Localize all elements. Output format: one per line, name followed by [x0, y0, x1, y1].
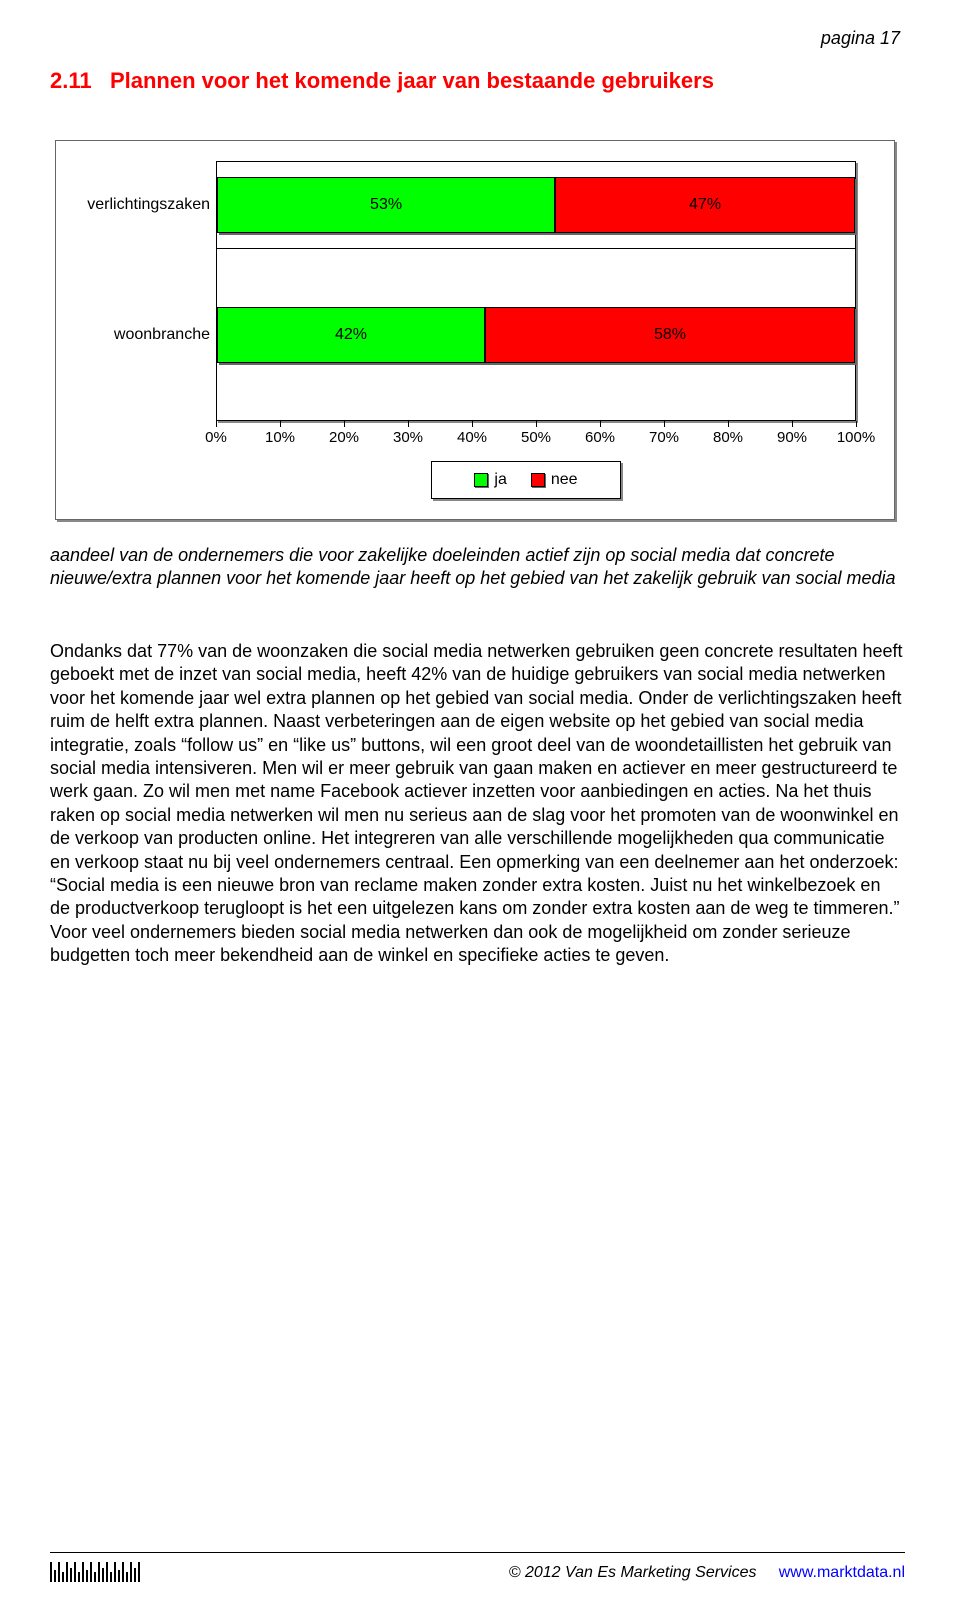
category-label: woonbranche	[60, 326, 210, 344]
x-tick-label: 40%	[457, 429, 487, 446]
x-tick	[664, 421, 665, 427]
footer-copyright: © 2012 Van Es Marketing Services	[509, 1564, 757, 1581]
x-tick-label: 30%	[393, 429, 423, 446]
x-tick	[728, 421, 729, 427]
bar-segment-ja: 53%	[217, 177, 555, 233]
page-number: pagina 17	[821, 28, 900, 49]
chart-caption: aandeel van de ondernemers die voor zake…	[50, 544, 905, 591]
x-tick-label: 50%	[521, 429, 551, 446]
x-tick	[408, 421, 409, 427]
body-paragraph: Ondanks dat 77% van de woonzaken die soc…	[50, 640, 905, 967]
barcode-icon	[50, 1560, 140, 1582]
x-tick	[472, 421, 473, 427]
bar-row: 42% 58%	[217, 307, 855, 363]
chart-container: 53% 47% 42% 58% verlichtingszaken woonbr…	[55, 140, 895, 520]
chart-plot-area: 53% 47% 42% 58%	[216, 161, 856, 421]
footer-text: © 2012 Van Es Marketing Services www.mar…	[509, 1564, 905, 1582]
heading-title: Plannen voor het komende jaar van bestaa…	[110, 68, 714, 93]
x-tick-label: 10%	[265, 429, 295, 446]
heading-number: 2.11	[50, 68, 92, 93]
legend-label: nee	[551, 471, 578, 489]
legend-label: ja	[494, 471, 506, 489]
x-tick-label: 100%	[837, 429, 875, 446]
chart-x-axis: 0%10%20%30%40%50%60%70%80%90%100%	[216, 421, 856, 445]
bar-segment-nee: 58%	[485, 307, 855, 363]
chart-legend: ja nee	[431, 461, 621, 499]
section-heading: 2.11 Plannen voor het komende jaar van b…	[50, 68, 714, 94]
bar-row: 53% 47%	[217, 177, 855, 233]
x-tick-label: 60%	[585, 429, 615, 446]
x-tick	[536, 421, 537, 427]
x-tick-label: 80%	[713, 429, 743, 446]
x-tick	[600, 421, 601, 427]
legend-item-nee: nee	[531, 471, 578, 489]
x-tick-label: 70%	[649, 429, 679, 446]
category-label: verlichtingszaken	[60, 196, 210, 214]
bar-segment-ja: 42%	[217, 307, 485, 363]
legend-swatch	[531, 473, 545, 487]
x-tick	[216, 421, 217, 427]
legend-item-ja: ja	[474, 471, 506, 489]
x-tick	[344, 421, 345, 427]
bar-segment-nee: 47%	[555, 177, 855, 233]
footer-link[interactable]: www.marktdata.nl	[779, 1564, 905, 1581]
x-tick	[856, 421, 857, 427]
x-tick-label: 20%	[329, 429, 359, 446]
x-tick	[792, 421, 793, 427]
x-tick-label: 90%	[777, 429, 807, 446]
page-footer: © 2012 Van Es Marketing Services www.mar…	[50, 1552, 905, 1582]
x-tick-label: 0%	[205, 429, 227, 446]
legend-swatch	[474, 473, 488, 487]
x-tick	[280, 421, 281, 427]
